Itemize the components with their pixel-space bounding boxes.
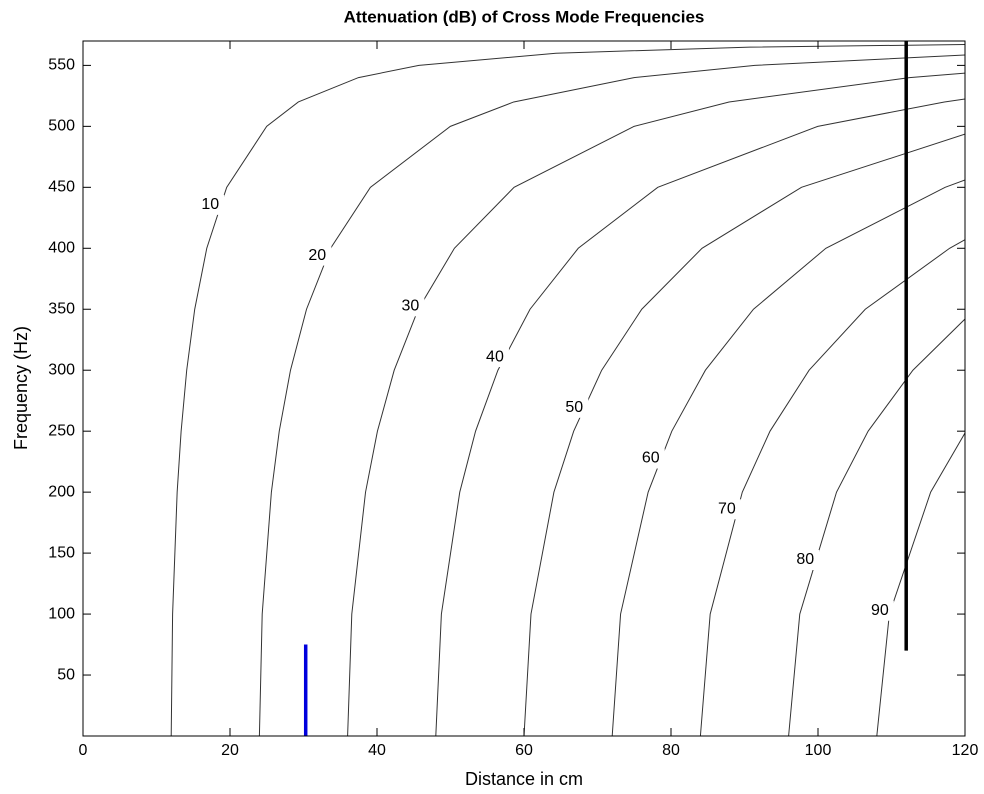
- contour-line: [435, 98, 965, 736]
- contour-label-bg: [636, 448, 665, 469]
- contour-label-bg: [791, 549, 820, 570]
- y-tick-label: 300: [48, 361, 75, 378]
- plot-frame: [82, 40, 966, 737]
- contour-label: 40: [486, 348, 504, 365]
- contour-label-bg: [712, 499, 741, 520]
- contour-label: 50: [565, 399, 583, 416]
- contour-line: [347, 72, 965, 736]
- contour-label: 20: [308, 247, 326, 264]
- y-tick-label: 250: [48, 422, 75, 439]
- y-tick-label: 350: [48, 300, 75, 317]
- y-tick-label: 200: [48, 483, 75, 500]
- contour-label-bg: [865, 600, 894, 621]
- y-tick-label: 550: [48, 57, 75, 74]
- contour-label: 30: [401, 298, 419, 315]
- contour-line: [699, 239, 965, 736]
- plot-content: 10 20 30 40 50 60 70 80 90: [170, 41, 965, 736]
- contour-label: 70: [718, 500, 736, 517]
- contour-line: [170, 44, 965, 736]
- contour-label-bg: [480, 347, 509, 368]
- contour-label: 80: [796, 551, 814, 568]
- chart-title: Attenuation (dB) of Cross Mode Frequenci…: [344, 7, 705, 26]
- x-tick-label: 20: [221, 742, 239, 759]
- x-axis-label: Distance in cm: [465, 769, 583, 789]
- contour-label: 60: [642, 450, 660, 467]
- y-tick-label: 450: [48, 179, 75, 196]
- x-tick-label: 40: [368, 742, 386, 759]
- contour-label-bg: [396, 296, 425, 317]
- y-tick-label: 150: [48, 544, 75, 561]
- x-tick-label: 100: [805, 742, 832, 759]
- x-tick-label: 0: [79, 742, 88, 759]
- x-tick-label: 120: [952, 742, 979, 759]
- contour-label: 10: [201, 196, 219, 213]
- y-tick-label: 50: [57, 666, 75, 683]
- y-axis-label: Frequency (Hz): [11, 326, 31, 450]
- contour-line: [788, 318, 965, 736]
- y-tick-label: 400: [48, 239, 75, 256]
- contour-label: 90: [871, 602, 889, 619]
- contour-label-bg: [303, 245, 332, 266]
- contour-line: [876, 432, 965, 736]
- y-tick-label: 100: [48, 605, 75, 622]
- contour-label-bg: [196, 194, 225, 215]
- plot-area: [83, 41, 965, 736]
- contour-line: [523, 133, 965, 736]
- contour-label-bg: [560, 397, 589, 418]
- y-tick-label: 500: [48, 118, 75, 135]
- x-tick-label: 80: [662, 742, 680, 759]
- x-tick-label: 60: [515, 742, 533, 759]
